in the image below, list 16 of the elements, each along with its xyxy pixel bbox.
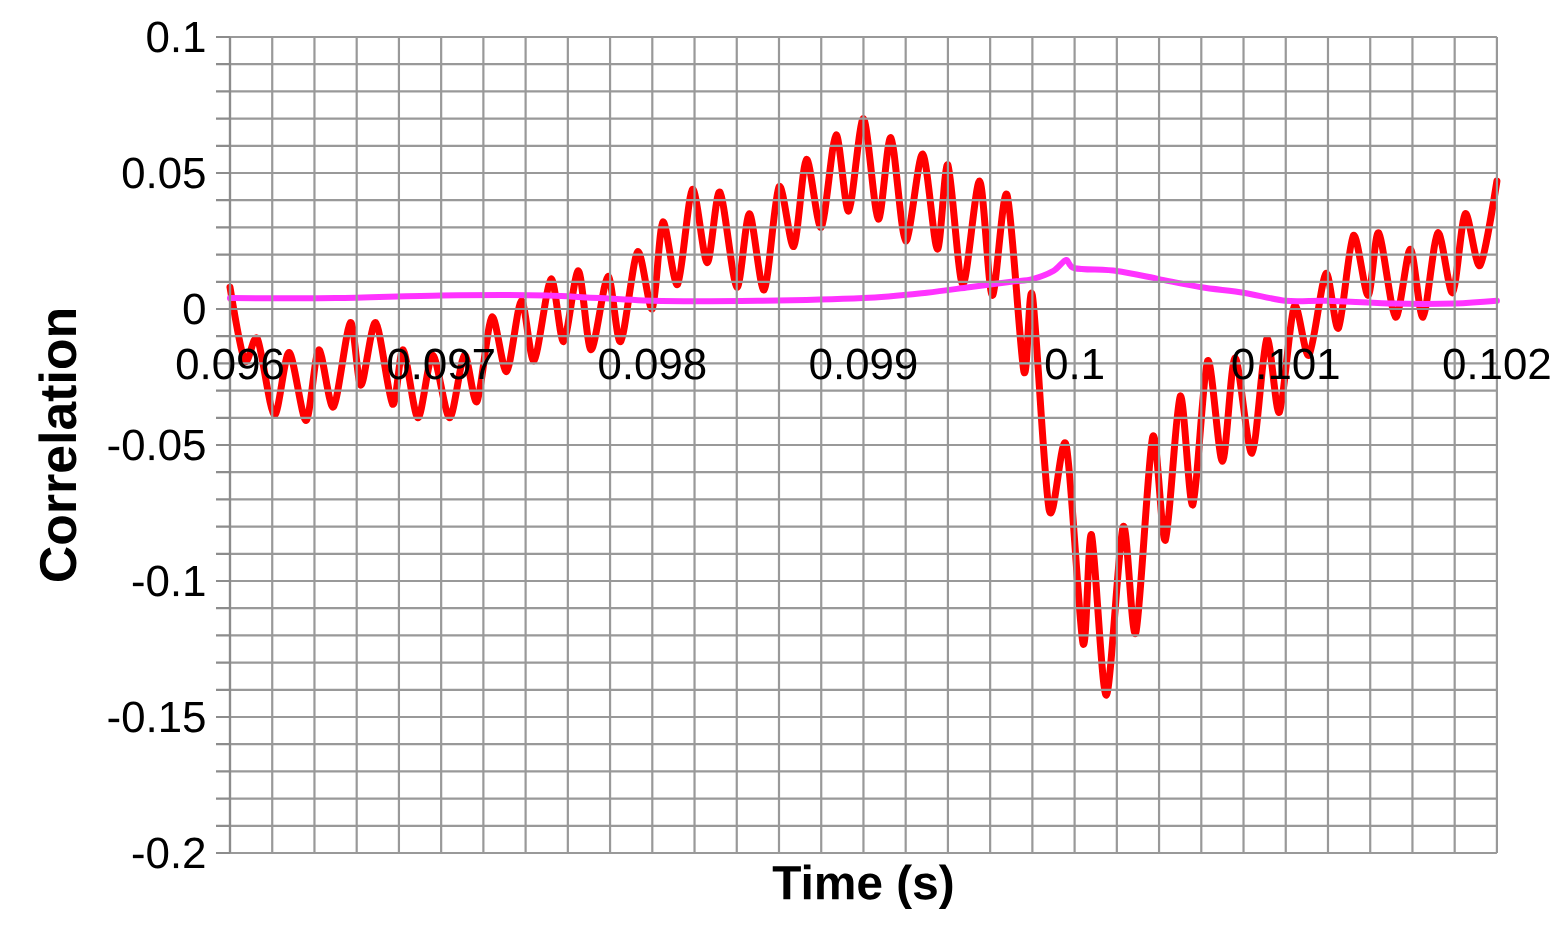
x-axis-title: Time (s) xyxy=(772,864,953,910)
x-tick-label: 0.1 xyxy=(1045,348,1103,380)
y-tick-label: -0.2 xyxy=(132,837,205,869)
y-tick-label: 0 xyxy=(183,293,205,325)
x-tick-label: 0.102 xyxy=(1443,348,1550,380)
x-tick-label: 0.099 xyxy=(810,348,917,380)
x-tick-label: 0.096 xyxy=(176,348,283,380)
y-axis-title: Correlation xyxy=(38,310,77,582)
y-tick-label: -0.1 xyxy=(132,565,205,597)
y-tick-label: 0.05 xyxy=(122,157,205,189)
x-tick-label: 0.101 xyxy=(1232,348,1339,380)
x-tick-label: 0.098 xyxy=(599,348,706,380)
x-tick-label: 0.097 xyxy=(388,348,494,380)
y-tick-label: -0.15 xyxy=(108,701,205,733)
y-tick-label: -0.05 xyxy=(108,429,205,461)
y-tick-label: 0.1 xyxy=(147,21,205,53)
